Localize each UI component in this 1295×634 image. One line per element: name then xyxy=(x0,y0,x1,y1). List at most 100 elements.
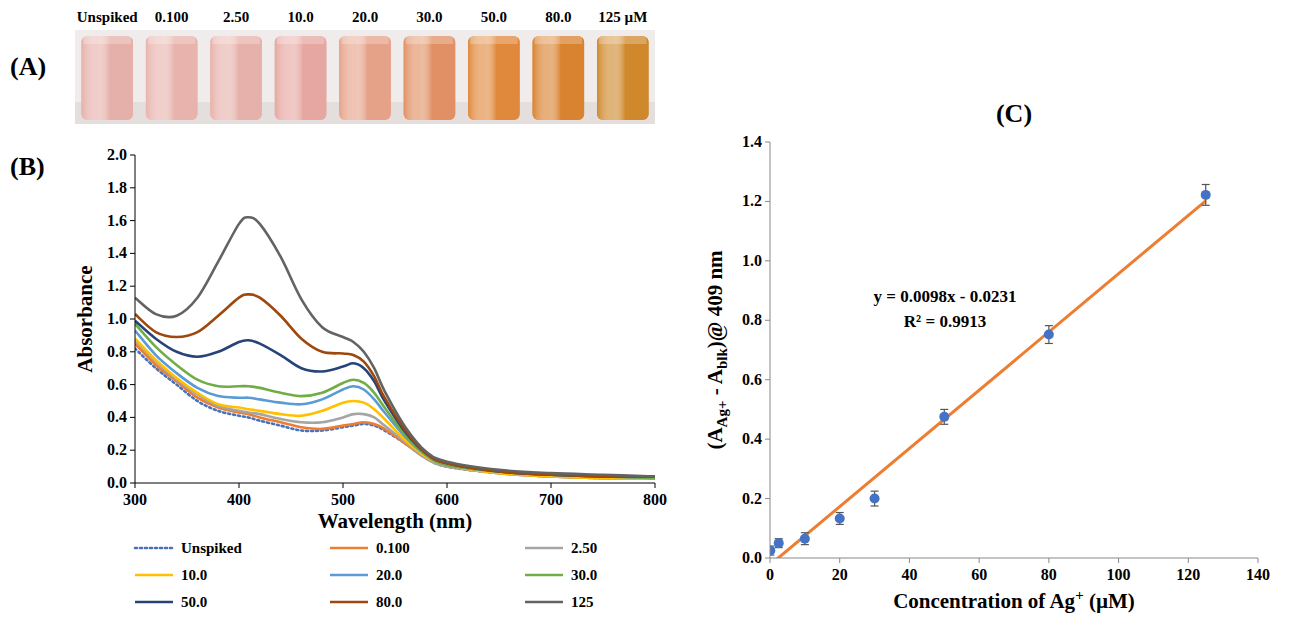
vial xyxy=(404,36,456,120)
vial-shade xyxy=(81,36,133,120)
panel-letter: (A) xyxy=(10,52,46,81)
x-tick-label: 0 xyxy=(766,566,774,583)
vial-rim xyxy=(406,36,454,44)
x-axis-title-part: + xyxy=(1075,587,1084,603)
vial-label: 125 µM xyxy=(598,9,647,25)
y-tick xyxy=(765,558,770,559)
legend-swatch xyxy=(330,574,368,577)
x-tick xyxy=(551,483,552,488)
x-axis xyxy=(770,558,1258,559)
vial xyxy=(81,36,133,120)
y-tick-label: 0.8 xyxy=(742,311,762,328)
x-tick xyxy=(1118,558,1119,563)
figure: (A)Unspiked0.1002.5010.020.030.050.080.0… xyxy=(0,0,1295,634)
y-tick-label: 1.2 xyxy=(742,192,762,209)
x-tick-label: 400 xyxy=(227,491,251,508)
data-point xyxy=(1201,190,1211,200)
y-axis-title: (AAg+ - Ablk)@ 409 nm xyxy=(703,250,730,450)
vial xyxy=(468,36,520,120)
y-tick xyxy=(130,187,135,188)
annotation: y = 0.0098x - 0.0231 xyxy=(874,287,1017,306)
error-cap xyxy=(1045,325,1053,326)
data-point xyxy=(774,538,784,548)
x-tick xyxy=(1258,558,1259,563)
x-tick-label: 140 xyxy=(1246,566,1270,583)
y-tick xyxy=(130,483,135,484)
vial-label: 50.0 xyxy=(481,9,507,25)
x-tick xyxy=(839,558,840,563)
legend-label: 0.100 xyxy=(376,540,410,556)
y-tick-label: 1.4 xyxy=(742,133,762,150)
y-tick-label: 1.6 xyxy=(107,212,127,229)
vial-shade xyxy=(275,36,327,120)
y-tick-label: 0.6 xyxy=(742,371,762,388)
y-tick xyxy=(765,498,770,499)
vial-rim xyxy=(599,36,647,44)
error-cap xyxy=(940,409,948,410)
y-tick-label: 0.0 xyxy=(107,474,127,491)
x-tick-label: 800 xyxy=(643,491,667,508)
y-tick xyxy=(130,220,135,221)
error-cap xyxy=(1202,184,1210,185)
x-tick-label: 80 xyxy=(1041,566,1057,583)
y-tick xyxy=(130,450,135,451)
data-point xyxy=(800,534,810,544)
y-tick xyxy=(765,439,770,440)
y-axis-title-part: (A xyxy=(703,427,727,450)
vial-rim xyxy=(470,36,518,44)
y-tick xyxy=(130,155,135,156)
y-tick xyxy=(130,253,135,254)
vial-shade xyxy=(404,36,456,120)
legend-label: 125 xyxy=(571,594,594,610)
legend-swatch xyxy=(525,574,563,577)
x-axis-title: Concentration of Ag+ (µM) xyxy=(893,587,1135,613)
error-cap xyxy=(871,491,879,492)
vial xyxy=(533,36,585,120)
y-axis-title-part: - A xyxy=(703,368,727,400)
error-bar xyxy=(775,539,783,548)
y-tick-label: 0.0 xyxy=(742,549,762,566)
error-cap xyxy=(836,512,844,513)
vial-shade xyxy=(339,36,391,120)
legend-label: 2.50 xyxy=(571,540,597,556)
y-tick-label: 0.8 xyxy=(107,343,127,360)
error-bar xyxy=(871,491,879,506)
error-cap xyxy=(836,524,844,525)
x-tick-label: 120 xyxy=(1176,566,1200,583)
error-bar xyxy=(940,409,948,424)
x-axis-title: Wavelength (nm) xyxy=(318,509,473,533)
x-tick-label: 700 xyxy=(539,491,563,508)
vial xyxy=(339,36,391,120)
vial-label: 10.0 xyxy=(287,9,313,25)
y-tick-label: 0.2 xyxy=(742,490,762,507)
panel-letter: (B) xyxy=(10,152,45,181)
vial-label: 2.50 xyxy=(223,9,249,25)
vial-rim xyxy=(277,36,325,44)
legend-label: 30.0 xyxy=(571,567,597,583)
legend-swatch xyxy=(330,601,368,604)
legend-swatch xyxy=(525,547,563,550)
vial-label: 20.0 xyxy=(352,9,378,25)
y-tick-label: 0.2 xyxy=(107,441,127,458)
panel-title: (C) xyxy=(996,99,1032,128)
legend-label: 20.0 xyxy=(376,567,402,583)
legend-label: 80.0 xyxy=(376,594,402,610)
plot-area xyxy=(135,217,655,478)
vial-label: 80.0 xyxy=(545,9,571,25)
x-tick-label: 100 xyxy=(1107,566,1131,583)
plot-area xyxy=(770,184,1211,558)
y-tick xyxy=(130,417,135,418)
y-tick-label: 1.8 xyxy=(107,179,127,196)
vial-label: 30.0 xyxy=(416,9,442,25)
error-bar xyxy=(1202,184,1210,205)
y-tick-label: 2.0 xyxy=(107,146,127,163)
error-cap xyxy=(871,505,879,506)
data-point xyxy=(835,513,845,523)
y-tick xyxy=(130,384,135,385)
x-tick xyxy=(770,558,771,563)
vial-rim xyxy=(148,36,196,44)
vial-shade xyxy=(533,36,585,120)
vial xyxy=(210,36,262,120)
vial-rim xyxy=(212,36,260,44)
panel-a: (A)Unspiked0.1002.5010.020.030.050.080.0… xyxy=(10,9,655,124)
